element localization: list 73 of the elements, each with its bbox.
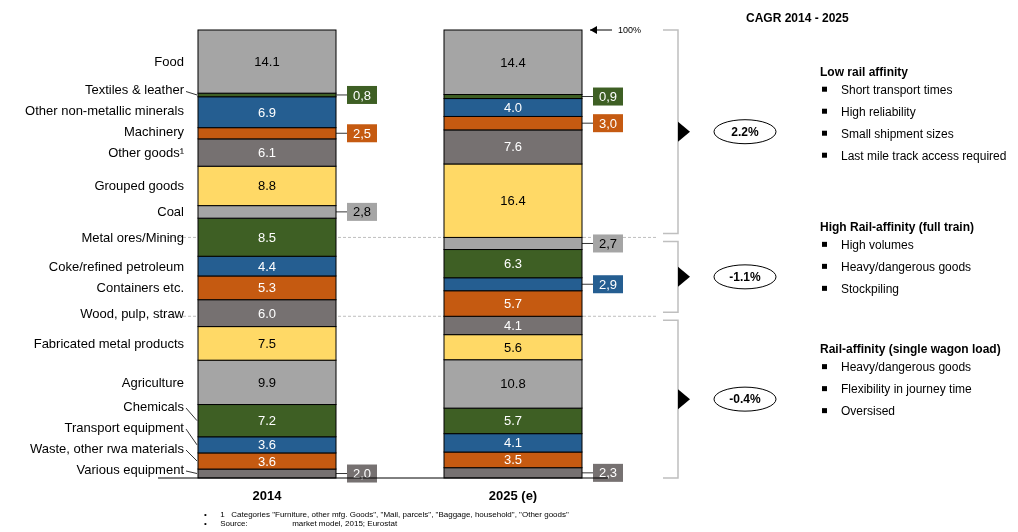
series-label: Machinery bbox=[124, 124, 185, 140]
annotation: 100% bbox=[618, 25, 642, 36]
data-label: 5.6 bbox=[503, 339, 523, 355]
text: High Rail-affinity (full train) bbox=[820, 220, 974, 235]
data-label: 6.0 bbox=[257, 305, 277, 321]
legend-label: Chemicals bbox=[123, 398, 185, 414]
data-label: 4.1 bbox=[503, 318, 523, 334]
text: CAGR 2014 - 2025 bbox=[746, 11, 850, 25]
data-label: 16.4 bbox=[500, 193, 526, 209]
series-label: Coke/refined petroleum bbox=[48, 258, 184, 274]
text: • 1 Categories "Furniture, other mfg. Goods", "Mail, parcels", "Baggage, household", "Other goods" bbox=[204, 510, 569, 519]
data-label: 3.6 bbox=[257, 437, 277, 453]
data-label: 2,0 bbox=[352, 466, 372, 482]
data-label: 6.1 bbox=[257, 145, 277, 161]
text: Stockpiling bbox=[841, 282, 900, 297]
text: Flexibility in journey time bbox=[841, 382, 973, 397]
series-label: Wood, pulp, straw bbox=[80, 305, 185, 321]
data-label: 5.3 bbox=[257, 280, 277, 296]
text: Low rail affinity bbox=[820, 64, 909, 79]
data-label: 0,8 bbox=[352, 87, 372, 103]
data-label: 6.3 bbox=[503, 256, 523, 272]
data-label: 2,9 bbox=[598, 276, 618, 292]
text: Last mile track access required bbox=[841, 148, 1007, 163]
data-label: 7.2 bbox=[257, 413, 277, 429]
text: Rail-affinity (single wagon load) bbox=[820, 342, 1001, 357]
data-label: 14.1 bbox=[254, 54, 280, 70]
text: Short transport times bbox=[841, 82, 953, 97]
series-label: Other non-metallic minerals bbox=[25, 103, 185, 119]
data-label: 6.9 bbox=[257, 104, 277, 120]
text: 2.2% bbox=[731, 124, 759, 139]
series-label: Containers etc. bbox=[96, 280, 184, 296]
text: Oversised bbox=[841, 404, 896, 419]
data-label: 8.8 bbox=[257, 178, 277, 194]
series-label: Coal bbox=[157, 204, 185, 220]
text: -1.1% bbox=[729, 270, 761, 285]
series-label: Other goods¹ bbox=[108, 145, 185, 161]
data-label: 2,5 bbox=[352, 125, 372, 141]
data-label: 8.5 bbox=[257, 229, 277, 245]
data-label: 3.6 bbox=[257, 453, 277, 469]
text: Small shipment sizes bbox=[841, 126, 954, 141]
series-label: Food bbox=[154, 54, 184, 70]
data-label: 0,9 bbox=[598, 89, 618, 105]
data-label: 7.5 bbox=[257, 335, 277, 351]
data-label: 2,3 bbox=[598, 465, 618, 481]
data-label: 14.4 bbox=[500, 54, 526, 70]
data-label: 9.9 bbox=[257, 374, 277, 390]
text: • Source: market model, 2015; Eurostat bbox=[204, 519, 398, 528]
legend-label: Waste, other rwa materials bbox=[29, 440, 185, 456]
data-label: 3.5 bbox=[503, 452, 523, 468]
x-tick-label: 2014 bbox=[252, 488, 283, 503]
text: Heavy/dangerous goods bbox=[841, 360, 972, 375]
series-label: Agriculture bbox=[121, 374, 184, 390]
series-label: Fabricated metal products bbox=[33, 335, 185, 351]
text: -0.4% bbox=[729, 392, 761, 407]
series-label: Grouped goods bbox=[94, 178, 185, 194]
data-label: 5.7 bbox=[503, 413, 523, 429]
data-label: 3,0 bbox=[598, 115, 618, 131]
data-label: 10.8 bbox=[500, 376, 526, 392]
text: High volumes bbox=[841, 238, 914, 253]
data-label: 2,8 bbox=[352, 204, 372, 220]
series-label: Transport equipment bbox=[64, 419, 185, 435]
data-label: 4.1 bbox=[503, 435, 523, 451]
x-tick-label: 2025 (e) bbox=[488, 488, 538, 503]
data-label: 4.4 bbox=[257, 258, 277, 274]
text: Heavy/dangerous goods bbox=[841, 260, 972, 275]
legend-label: Various equipment bbox=[76, 461, 185, 477]
text: High reliability bbox=[841, 104, 916, 119]
series-label: Textiles & leather bbox=[85, 82, 185, 98]
data-label: 5.7 bbox=[503, 296, 523, 312]
series-label: Metal ores/Mining bbox=[81, 229, 184, 245]
data-label: 2,7 bbox=[598, 236, 618, 252]
data-label: 4.0 bbox=[503, 100, 523, 116]
data-label: 7.6 bbox=[503, 139, 523, 155]
